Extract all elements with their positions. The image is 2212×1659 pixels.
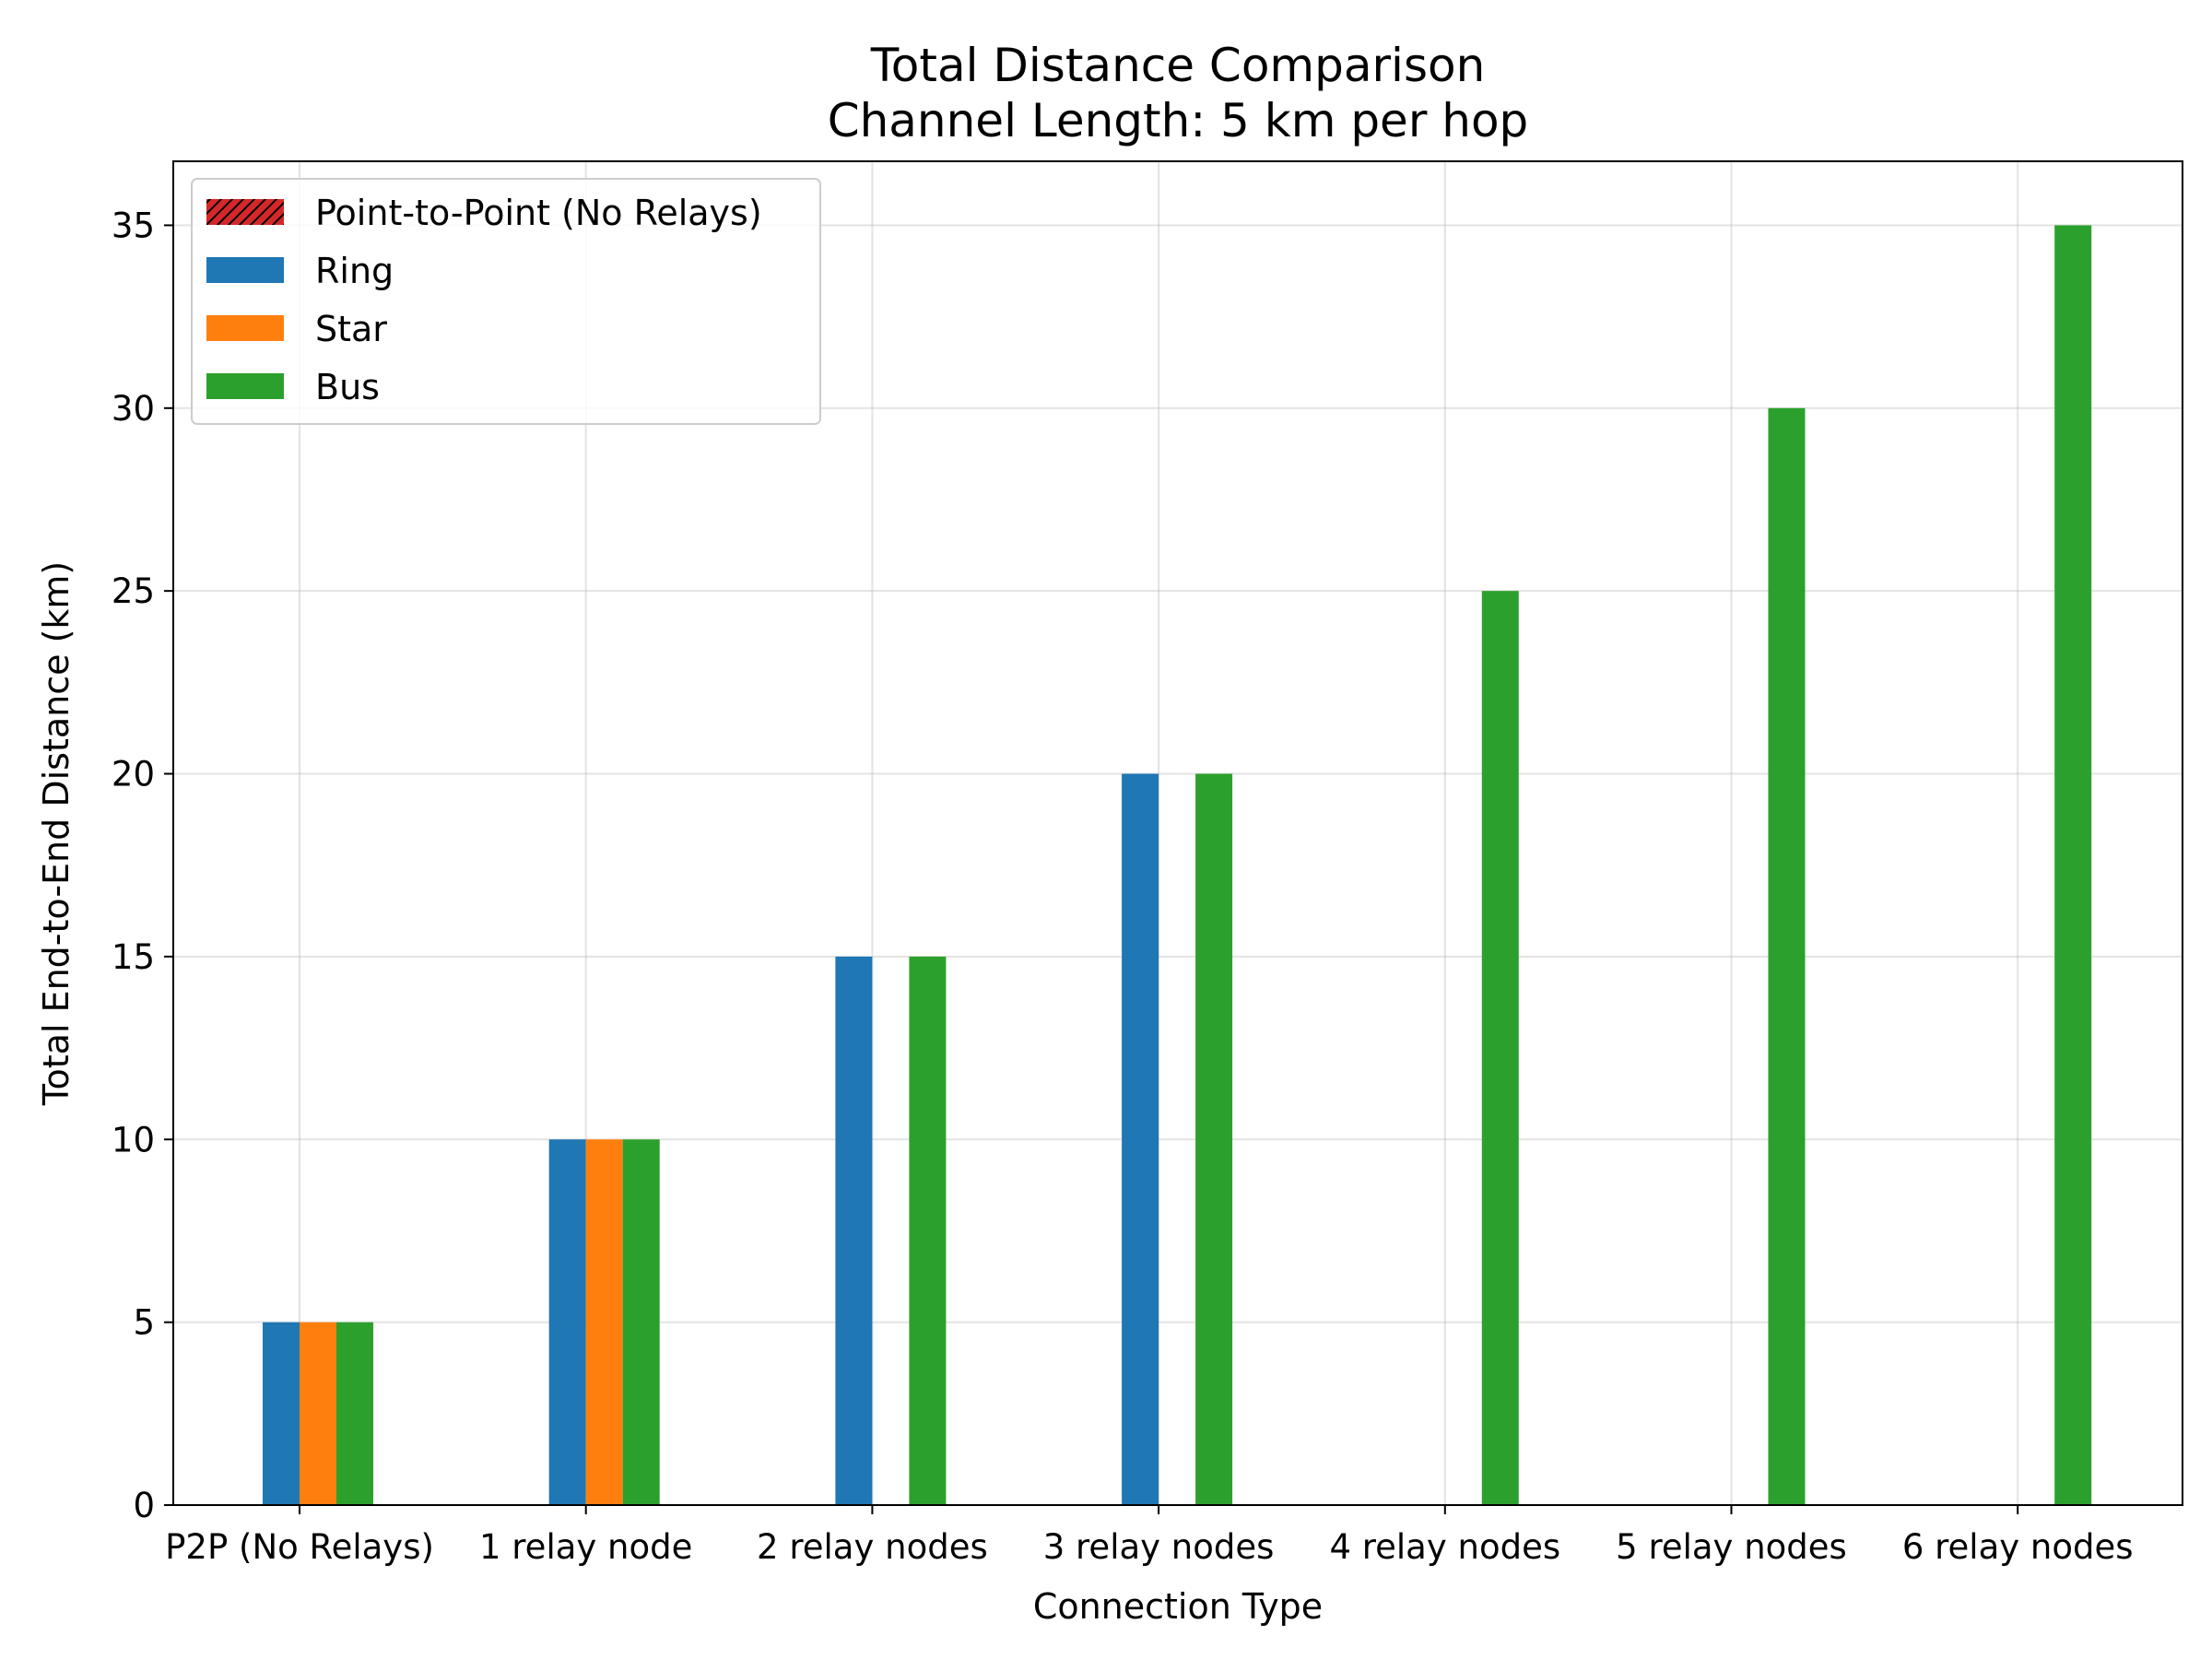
bar-ring-3 bbox=[1122, 773, 1159, 1505]
bar-bus-0 bbox=[336, 1322, 373, 1505]
legend-swatch bbox=[206, 257, 284, 283]
bar-ring-1 bbox=[548, 1139, 586, 1505]
legend-label: Point-to-Point (No Relays) bbox=[315, 193, 762, 233]
x-tick-label: 1 relay node bbox=[479, 1527, 692, 1567]
x-tick-label: 4 relay nodes bbox=[1329, 1527, 1560, 1567]
x-tick-label: 5 relay nodes bbox=[1616, 1527, 1847, 1567]
axis-ticks: 0 5 10 15 20 25 30 35 P2P (No Relays) 1 relay nod… bbox=[112, 206, 2134, 1567]
legend: Point-to-Point (No Relays) Ring Star Bus bbox=[191, 178, 821, 425]
y-tick-label: 10 bbox=[112, 1120, 155, 1159]
x-tick-label: P2P (No Relays) bbox=[165, 1527, 434, 1567]
legend-label: Bus bbox=[315, 367, 380, 407]
legend-swatch-hatch bbox=[206, 199, 284, 225]
plot-area bbox=[172, 160, 2183, 1506]
bar-star-0 bbox=[300, 1322, 336, 1505]
bar-ring-2 bbox=[835, 956, 873, 1505]
y-tick-label: 30 bbox=[112, 389, 155, 429]
bar-bus-5 bbox=[1768, 407, 1806, 1506]
legend-label: Ring bbox=[315, 251, 394, 291]
bar-bus-1 bbox=[622, 1139, 660, 1505]
bar-ring-0 bbox=[263, 1322, 300, 1505]
y-tick-label: 5 bbox=[133, 1303, 155, 1343]
y-tick-label: 0 bbox=[133, 1486, 155, 1525]
chart-subtitle: Channel Length: 5 km per hop bbox=[828, 94, 1529, 147]
y-tick-label: 15 bbox=[112, 937, 155, 977]
x-tick-label: 2 relay nodes bbox=[757, 1527, 988, 1567]
chart-title: Total Distance Comparison bbox=[870, 39, 1486, 92]
y-tick-label: 25 bbox=[112, 571, 155, 611]
y-tick-label: 20 bbox=[112, 755, 155, 794]
bar-bus-6 bbox=[2054, 225, 2092, 1505]
bar-star-1 bbox=[585, 1139, 623, 1505]
legend-label: Star bbox=[315, 309, 387, 349]
grid-lines bbox=[173, 161, 2183, 1506]
x-axis-label: Connection Type bbox=[1033, 1586, 1323, 1627]
y-axis-label: Total End-to-End Distance (km) bbox=[36, 561, 76, 1107]
bar-bus-2 bbox=[909, 956, 947, 1505]
bars bbox=[263, 225, 2092, 1506]
legend-swatch bbox=[206, 315, 284, 341]
x-tick-label: 6 relay nodes bbox=[1902, 1527, 2134, 1567]
legend-frame bbox=[191, 178, 821, 425]
x-tick-label: 3 relay nodes bbox=[1043, 1527, 1275, 1567]
legend-swatch bbox=[206, 373, 284, 399]
y-tick-label: 35 bbox=[112, 206, 155, 245]
bar-bus-3 bbox=[1195, 773, 1233, 1505]
bar-bus-4 bbox=[1481, 591, 1519, 1505]
